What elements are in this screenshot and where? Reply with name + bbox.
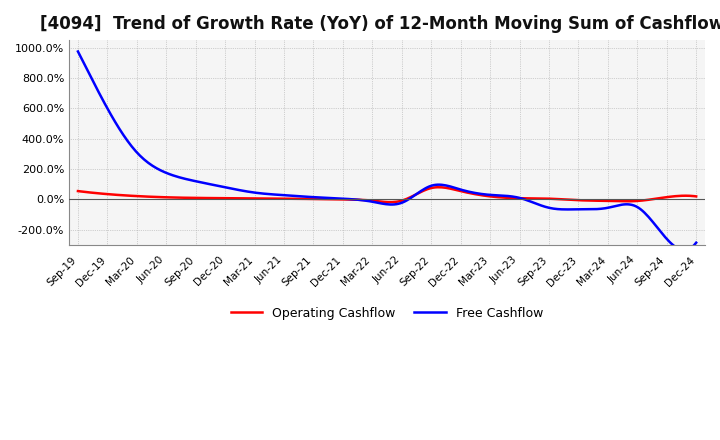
Operating Cashflow	[386, 199, 395, 205]
Line: Free Cashflow: Free Cashflow	[78, 51, 696, 250]
Free Cashflow	[73, 49, 82, 54]
Legend: Operating Cashflow, Free Cashflow: Operating Cashflow, Free Cashflow	[226, 302, 548, 325]
Operating Cashflow	[444, 186, 452, 191]
Operating Cashflow	[433, 185, 442, 190]
Free Cashflow	[441, 183, 450, 188]
Free Cashflow	[440, 183, 449, 188]
Operating Cashflow	[456, 188, 465, 194]
Free Cashflow	[692, 240, 701, 246]
Free Cashflow	[680, 247, 688, 253]
Title: [4094]  Trend of Growth Rate (YoY) of 12-Month Moving Sum of Cashflows: [4094] Trend of Growth Rate (YoY) of 12-…	[40, 15, 720, 33]
Line: Operating Cashflow: Operating Cashflow	[78, 187, 696, 202]
Operating Cashflow	[76, 189, 84, 194]
Operating Cashflow	[446, 186, 454, 191]
Free Cashflow	[76, 53, 84, 58]
Free Cashflow	[634, 205, 642, 210]
Operating Cashflow	[73, 188, 82, 194]
Operating Cashflow	[692, 194, 701, 199]
Free Cashflow	[595, 206, 603, 212]
Free Cashflow	[452, 186, 461, 191]
Operating Cashflow	[638, 198, 647, 203]
Operating Cashflow	[599, 198, 608, 203]
